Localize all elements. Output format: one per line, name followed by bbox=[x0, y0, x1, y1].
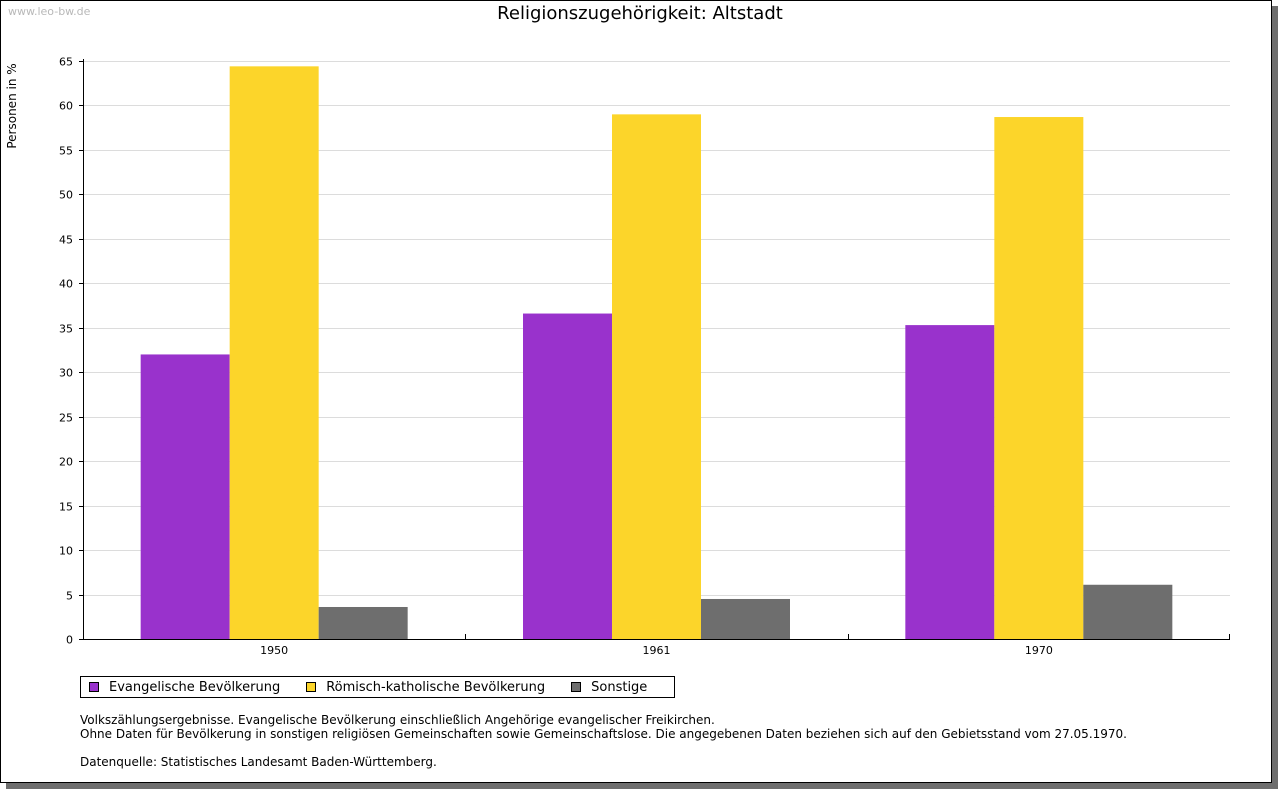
y-axis-label: Personen in % bbox=[5, 63, 19, 148]
bar bbox=[612, 114, 701, 640]
y-tick-label: 55 bbox=[59, 145, 73, 158]
y-tick-label: 45 bbox=[59, 234, 73, 247]
y-tick-label: 15 bbox=[59, 501, 73, 514]
x-tick-label: 1950 bbox=[260, 644, 288, 657]
y-tick-label: 30 bbox=[59, 367, 73, 380]
x-tick-labels: 1950 1961 1970 bbox=[260, 644, 1053, 657]
y-tick-label: 0 bbox=[66, 634, 73, 647]
legend: Evangelische Bevölkerung Römisch-katholi… bbox=[80, 676, 675, 698]
bars bbox=[140, 66, 1173, 640]
bar bbox=[229, 66, 319, 639]
legend-swatch-katholisch bbox=[306, 682, 317, 692]
y-tick-label: 20 bbox=[59, 456, 73, 469]
y-tick-label: 60 bbox=[59, 100, 73, 113]
chart-notes: Volkszählungsergebnisse. Evangelische Be… bbox=[80, 713, 1127, 769]
bar bbox=[318, 606, 408, 639]
y-tick-label: 25 bbox=[59, 412, 73, 425]
data-source: Datenquelle: Statistisches Landesamt Bad… bbox=[80, 755, 437, 769]
legend-swatch-evangelisch bbox=[89, 682, 99, 692]
bar bbox=[994, 117, 1084, 639]
chart-title: Religionszugehörigkeit: Altstadt bbox=[497, 3, 783, 24]
y-tick-label: 10 bbox=[59, 545, 73, 558]
note-line-1: Volkszählungsergebnisse. Evangelische Be… bbox=[80, 713, 715, 727]
y-tick-label: 50 bbox=[59, 189, 73, 202]
bar bbox=[905, 325, 995, 639]
x-tick-label: 1961 bbox=[643, 644, 671, 657]
legend-label-evangelisch: Evangelische Bevölkerung bbox=[109, 679, 281, 695]
bar bbox=[701, 598, 790, 639]
legend-item-katholisch: Römisch-katholische Bevölkerung bbox=[306, 680, 545, 695]
legend-item-evangelisch: Evangelische Bevölkerung bbox=[89, 680, 280, 695]
legend-swatch-sonstige bbox=[571, 682, 582, 692]
bar bbox=[1083, 584, 1173, 639]
legend-label-katholisch: Römisch-katholische Bevölkerung bbox=[326, 679, 546, 695]
axes bbox=[79, 59, 1230, 640]
legend-label-sonstige: Sonstige bbox=[591, 679, 648, 695]
y-tick-labels: 0 5 10 15 20 25 30 35 40 45 50 55 60 65 bbox=[59, 56, 73, 647]
watermark: www.leo-bw.de bbox=[8, 5, 91, 18]
bar bbox=[140, 354, 230, 639]
y-tick-label: 40 bbox=[59, 278, 73, 291]
y-tick-label: 35 bbox=[59, 323, 73, 336]
y-tick-label: 5 bbox=[66, 590, 73, 603]
bar bbox=[523, 313, 612, 639]
x-tick-label: 1970 bbox=[1025, 644, 1053, 657]
legend-item-sonstige: Sonstige bbox=[571, 680, 647, 695]
y-tick-label: 65 bbox=[59, 56, 73, 69]
note-line-2: Ohne Daten für Bevölkerung in sonstigen … bbox=[80, 727, 1127, 741]
